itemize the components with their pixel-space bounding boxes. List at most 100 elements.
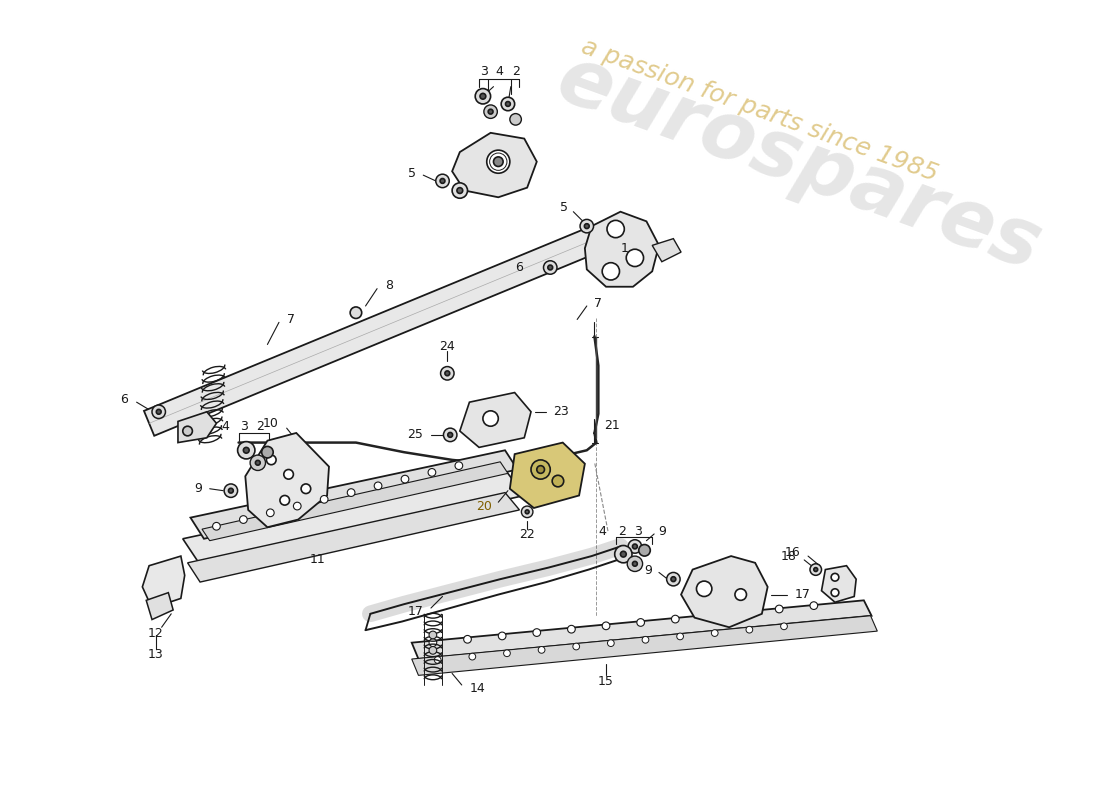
Circle shape xyxy=(456,188,463,194)
Circle shape xyxy=(469,654,475,660)
Circle shape xyxy=(301,484,310,494)
Text: 25: 25 xyxy=(407,428,424,442)
Circle shape xyxy=(602,262,619,280)
Text: 11: 11 xyxy=(309,554,326,566)
Circle shape xyxy=(632,544,637,549)
Circle shape xyxy=(255,460,261,465)
Text: 3: 3 xyxy=(241,420,249,433)
Circle shape xyxy=(525,510,529,514)
Text: 17: 17 xyxy=(407,606,424,618)
Polygon shape xyxy=(188,493,519,582)
Text: 24: 24 xyxy=(439,340,455,353)
Circle shape xyxy=(548,265,552,270)
Circle shape xyxy=(532,629,540,637)
Circle shape xyxy=(602,622,609,630)
Circle shape xyxy=(266,455,276,465)
Text: 6: 6 xyxy=(516,261,524,274)
Circle shape xyxy=(639,545,650,556)
Circle shape xyxy=(628,540,641,554)
Text: 2: 2 xyxy=(256,420,264,433)
Circle shape xyxy=(676,633,683,640)
Circle shape xyxy=(475,89,491,104)
Circle shape xyxy=(607,640,614,646)
Circle shape xyxy=(240,516,248,523)
Text: 9: 9 xyxy=(645,564,652,577)
Circle shape xyxy=(429,646,437,654)
Circle shape xyxy=(229,488,233,493)
Circle shape xyxy=(238,442,255,459)
Text: 9: 9 xyxy=(658,525,666,538)
Circle shape xyxy=(814,568,817,571)
Circle shape xyxy=(284,470,294,479)
Text: 6: 6 xyxy=(120,393,128,406)
Circle shape xyxy=(537,466,544,474)
Circle shape xyxy=(452,183,468,198)
Circle shape xyxy=(531,460,550,479)
Circle shape xyxy=(262,446,273,458)
Circle shape xyxy=(810,602,817,610)
Text: 2: 2 xyxy=(512,65,519,78)
Text: 1: 1 xyxy=(620,242,628,254)
Circle shape xyxy=(832,589,839,597)
Circle shape xyxy=(671,615,679,623)
Polygon shape xyxy=(183,470,525,568)
Circle shape xyxy=(484,105,497,118)
Text: 3: 3 xyxy=(634,525,641,538)
Polygon shape xyxy=(411,616,878,675)
Circle shape xyxy=(521,506,532,518)
Text: 2: 2 xyxy=(618,525,626,538)
Circle shape xyxy=(455,462,463,470)
Circle shape xyxy=(441,366,454,380)
Text: 5: 5 xyxy=(408,166,416,180)
Text: 14: 14 xyxy=(470,682,485,695)
Circle shape xyxy=(428,469,436,476)
Text: eurospares: eurospares xyxy=(546,40,1050,287)
Circle shape xyxy=(266,509,274,517)
Circle shape xyxy=(434,657,441,663)
Circle shape xyxy=(487,150,509,174)
Text: a passion for parts since 1985: a passion for parts since 1985 xyxy=(579,35,942,186)
Polygon shape xyxy=(822,566,856,602)
Circle shape xyxy=(243,447,249,453)
Polygon shape xyxy=(146,593,173,619)
Polygon shape xyxy=(652,238,681,262)
Circle shape xyxy=(156,410,161,414)
Circle shape xyxy=(502,98,515,110)
Circle shape xyxy=(480,94,486,99)
Text: 13: 13 xyxy=(148,648,164,661)
Text: 22: 22 xyxy=(519,529,535,542)
Polygon shape xyxy=(411,600,871,659)
Circle shape xyxy=(637,618,645,626)
Polygon shape xyxy=(452,133,537,198)
Polygon shape xyxy=(142,556,185,608)
Circle shape xyxy=(429,631,437,639)
Circle shape xyxy=(464,635,472,643)
Circle shape xyxy=(294,502,301,510)
Circle shape xyxy=(627,556,642,571)
Polygon shape xyxy=(202,462,508,541)
Circle shape xyxy=(443,428,456,442)
Text: 4: 4 xyxy=(221,420,229,433)
Text: 16: 16 xyxy=(784,546,801,558)
Circle shape xyxy=(832,574,839,581)
Circle shape xyxy=(279,495,289,505)
Circle shape xyxy=(402,475,409,483)
Circle shape xyxy=(506,102,510,106)
Polygon shape xyxy=(245,433,329,527)
Polygon shape xyxy=(144,226,602,436)
Text: 5: 5 xyxy=(560,202,568,214)
Circle shape xyxy=(607,220,625,238)
Text: 20: 20 xyxy=(475,499,492,513)
Text: 4: 4 xyxy=(598,525,606,538)
Circle shape xyxy=(543,261,557,274)
Circle shape xyxy=(781,623,788,630)
Polygon shape xyxy=(460,393,531,447)
Circle shape xyxy=(552,475,563,487)
Polygon shape xyxy=(178,412,217,442)
Circle shape xyxy=(224,484,238,498)
Text: 21: 21 xyxy=(604,418,620,432)
Circle shape xyxy=(429,639,437,646)
Text: 10: 10 xyxy=(263,417,279,430)
Circle shape xyxy=(712,630,718,637)
Circle shape xyxy=(667,573,680,586)
